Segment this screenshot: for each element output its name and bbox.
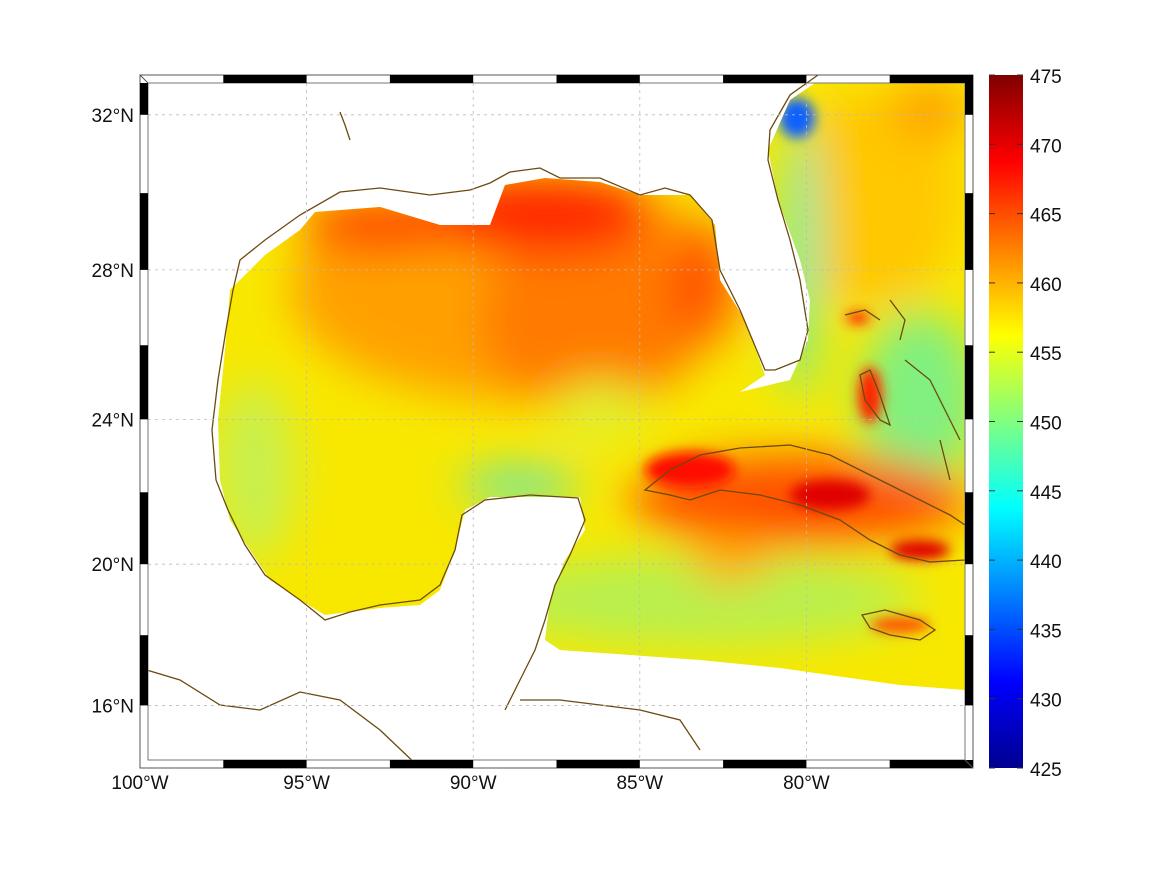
colorbar-ticks: 475 470 465 460 455 450 445 440 435 430 425 xyxy=(989,67,1062,781)
lake-outline xyxy=(339,111,351,141)
colorbar-tick-label: 455 xyxy=(1030,344,1062,365)
frame-segment xyxy=(389,75,474,83)
frame-segment xyxy=(965,492,973,565)
bahamas-outline xyxy=(844,299,906,341)
colorbar-tick-label: 475 xyxy=(1030,67,1062,88)
map-frame xyxy=(139,74,974,769)
coastline-mexico xyxy=(211,289,586,711)
frame-segment xyxy=(965,635,973,706)
colorbar-tick-label: 425 xyxy=(1030,760,1062,781)
coastline-north xyxy=(232,74,819,371)
lon-tick-label: 95°W xyxy=(283,773,330,794)
jamaica-outline xyxy=(860,609,937,641)
andros-outline xyxy=(859,369,892,427)
colorbar-tick-label: 430 xyxy=(1030,691,1062,712)
heatmap-field xyxy=(218,83,965,690)
frame-segment xyxy=(223,75,307,83)
lat-tick-label: 20°N xyxy=(92,555,134,576)
lat-tick-label: 28°N xyxy=(92,261,134,282)
colorbar-tick-label: 460 xyxy=(1030,275,1062,296)
coastline-honduras xyxy=(520,699,701,751)
frame-segment xyxy=(723,75,807,83)
lat-tick-label: 16°N xyxy=(92,696,134,717)
frame-segment xyxy=(965,193,973,270)
frame-segment xyxy=(140,193,148,270)
lon-tick-label: 90°W xyxy=(450,773,497,794)
colorbar-tick-label: 465 xyxy=(1030,206,1062,227)
axis-labels: 100°W 95°W 90°W 85°W 80°W 32°N 28°N 24°N 20°N 16°… xyxy=(92,106,830,794)
lon-tick-label: 85°W xyxy=(616,773,663,794)
graticule xyxy=(148,83,965,760)
frame-segment xyxy=(723,760,807,768)
frame-segment xyxy=(556,75,640,83)
lon-tick-label: 80°W xyxy=(783,773,830,794)
lon-tick-label: 100°W xyxy=(111,773,168,794)
colorbar-tick-label: 435 xyxy=(1030,621,1062,642)
frame-segment xyxy=(389,760,474,768)
colorbar-tick-label: 445 xyxy=(1030,483,1062,504)
frame-segment xyxy=(965,345,973,420)
frame-segment xyxy=(889,760,973,768)
coastline xyxy=(139,74,966,769)
frame-segment xyxy=(556,760,640,768)
frame-segment xyxy=(889,75,973,83)
frame-segment xyxy=(140,345,148,420)
frame-segment xyxy=(140,83,148,115)
colorbar-tick-label: 450 xyxy=(1030,414,1062,435)
frame-segment xyxy=(223,760,307,768)
colorbar-tick-label: 470 xyxy=(1030,136,1062,157)
frame-segment xyxy=(140,635,148,706)
lat-tick-label: 32°N xyxy=(92,106,134,127)
frame-segment xyxy=(140,492,148,565)
bahamas-east-outline xyxy=(904,359,961,481)
frame-segment xyxy=(965,83,973,115)
colorbar-tick-label: 440 xyxy=(1030,552,1062,573)
lat-tick-label: 24°N xyxy=(92,410,134,431)
coastline-central-america xyxy=(139,667,421,769)
